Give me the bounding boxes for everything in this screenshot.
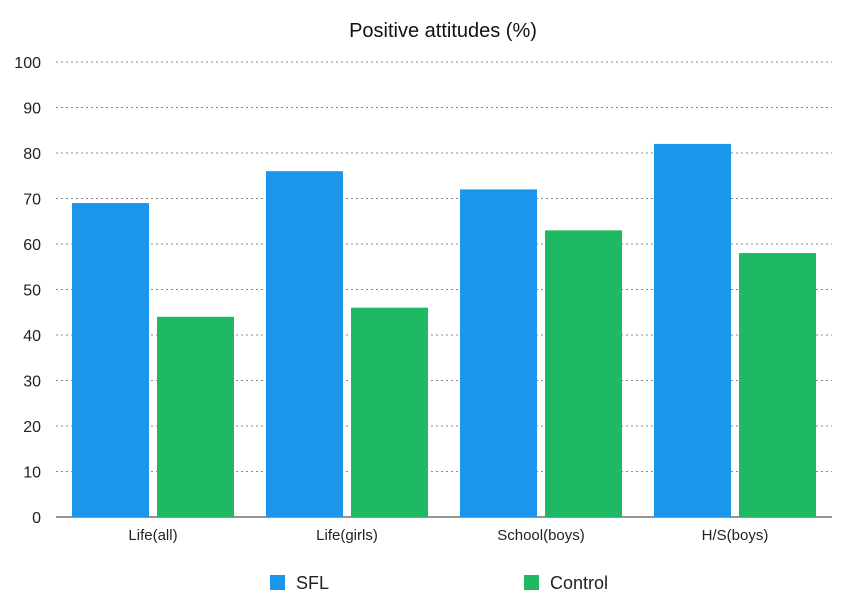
y-tick-label: 50 bbox=[23, 283, 41, 300]
bar-sfl bbox=[266, 171, 343, 517]
x-tick-label: Life(all) bbox=[128, 527, 177, 544]
y-tick-label: 30 bbox=[23, 374, 41, 391]
y-tick-label: 100 bbox=[14, 55, 41, 72]
x-tick-label: H/S(boys) bbox=[702, 527, 769, 544]
bar-sfl bbox=[72, 203, 149, 518]
x-tick-label: Life(girls) bbox=[316, 527, 378, 544]
y-tick-label: 0 bbox=[32, 510, 41, 527]
y-tick-label: 40 bbox=[23, 328, 41, 345]
legend-swatch-sfl bbox=[270, 575, 285, 590]
legend-label: Control bbox=[550, 573, 608, 593]
legend-swatch-control bbox=[524, 575, 539, 590]
bar-sfl bbox=[460, 189, 537, 517]
y-tick-label: 70 bbox=[23, 192, 41, 209]
chart-title: Positive attitudes (%) bbox=[349, 20, 537, 42]
y-tick-label: 60 bbox=[23, 237, 41, 254]
bar-control bbox=[351, 307, 428, 517]
bar-control bbox=[157, 316, 234, 517]
y-tick-label: 20 bbox=[23, 419, 41, 436]
y-tick-label: 90 bbox=[23, 101, 41, 118]
bar-sfl bbox=[654, 143, 731, 517]
y-tick-label: 80 bbox=[23, 146, 41, 163]
bar-control bbox=[545, 230, 622, 517]
legend-label: SFL bbox=[296, 573, 329, 593]
bar-control bbox=[739, 253, 816, 517]
x-tick-label: School(boys) bbox=[497, 527, 585, 544]
y-tick-label: 10 bbox=[23, 465, 41, 482]
